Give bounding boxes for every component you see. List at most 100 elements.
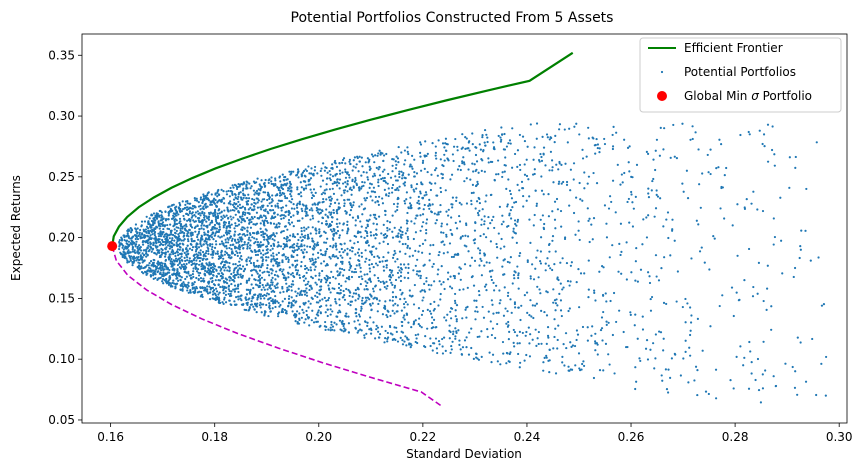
portfolio-point [414,319,417,322]
portfolio-point [123,251,126,254]
portfolio-point [210,236,214,239]
portfolio-point [242,217,245,221]
portfolio-point [217,272,220,275]
portfolio-point [397,266,400,269]
portfolio-point [175,226,178,229]
portfolio-point [665,302,668,306]
portfolio-point [713,237,716,240]
portfolio-point [247,309,250,312]
portfolio-point [368,267,371,270]
portfolio-point [223,298,226,301]
portfolio-point [364,320,367,324]
portfolio-point [462,161,466,164]
portfolio-point [391,309,394,312]
portfolio-point [319,312,322,315]
portfolio-point [334,300,337,303]
portfolio-point [357,313,361,316]
portfolio-point [446,278,450,281]
portfolio-point [326,264,329,267]
portfolio-point [324,254,327,257]
portfolio-point [521,186,524,190]
portfolio-point [184,229,187,232]
portfolio-point [212,238,215,241]
portfolio-point [696,368,699,372]
portfolio-point [384,300,387,303]
portfolio-point [463,163,466,166]
portfolio-point [646,271,650,274]
portfolio-point [338,250,341,254]
portfolio-point [180,255,183,258]
portfolio-point [376,310,379,313]
portfolio-point [587,137,590,140]
portfolio-point [229,215,232,218]
portfolio-point [569,264,573,267]
portfolio-point [163,225,166,228]
portfolio-point [533,168,536,171]
portfolio-point [384,259,387,263]
portfolio-point [450,348,453,351]
portfolio-point [357,230,360,233]
portfolio-point [149,241,152,244]
portfolio-point [472,357,475,360]
portfolio-point [254,269,257,272]
portfolio-point [511,166,514,169]
portfolio-point [532,224,535,227]
portfolio-point [358,254,361,257]
portfolio-point [709,172,712,176]
portfolio-point [752,190,755,193]
portfolio-point [700,246,703,249]
portfolio-point [321,298,324,301]
portfolio-point [194,215,197,218]
portfolio-point [466,235,470,238]
portfolio-point [326,308,329,311]
portfolio-point [403,276,406,279]
portfolio-point [459,236,463,239]
portfolio-point [417,250,420,253]
portfolio-point [342,289,345,293]
portfolio-point [214,218,218,221]
portfolio-point [375,223,379,226]
portfolio-point [508,139,512,142]
portfolio-point [231,250,234,253]
portfolio-point [299,181,302,184]
portfolio-point [239,294,242,297]
portfolio-point [366,157,369,160]
portfolio-point [580,368,583,371]
portfolio-point [241,198,244,201]
portfolio-point [528,313,531,317]
portfolio-point [183,251,186,255]
portfolio-point [247,241,250,244]
portfolio-point [249,261,253,265]
portfolio-point [314,294,317,297]
portfolio-point [277,315,280,318]
portfolio-point [406,150,409,153]
portfolio-point [333,255,336,258]
portfolio-point [274,183,277,187]
portfolio-point [287,276,290,279]
portfolio-point [209,203,212,206]
portfolio-point [466,305,469,309]
portfolio-point [290,198,294,201]
portfolio-point [212,274,215,277]
portfolio-point [490,333,493,337]
portfolio-point [145,252,148,255]
portfolio-point [437,253,440,257]
portfolio-point [500,223,503,226]
portfolio-point [475,356,478,359]
portfolio-point [334,298,337,301]
portfolio-point [546,334,550,337]
portfolio-point [285,257,288,261]
portfolio-point [264,228,267,231]
portfolio-point [138,233,141,236]
portfolio-point [209,291,212,294]
portfolio-point [121,246,124,249]
portfolio-point [138,247,141,251]
portfolio-point [395,155,398,158]
portfolio-point [601,339,604,342]
portfolio-point [224,221,227,224]
portfolio-point [290,221,294,224]
portfolio-point [304,214,308,217]
portfolio-point [368,263,371,266]
portfolio-point [502,220,505,223]
portfolio-point [189,277,193,280]
